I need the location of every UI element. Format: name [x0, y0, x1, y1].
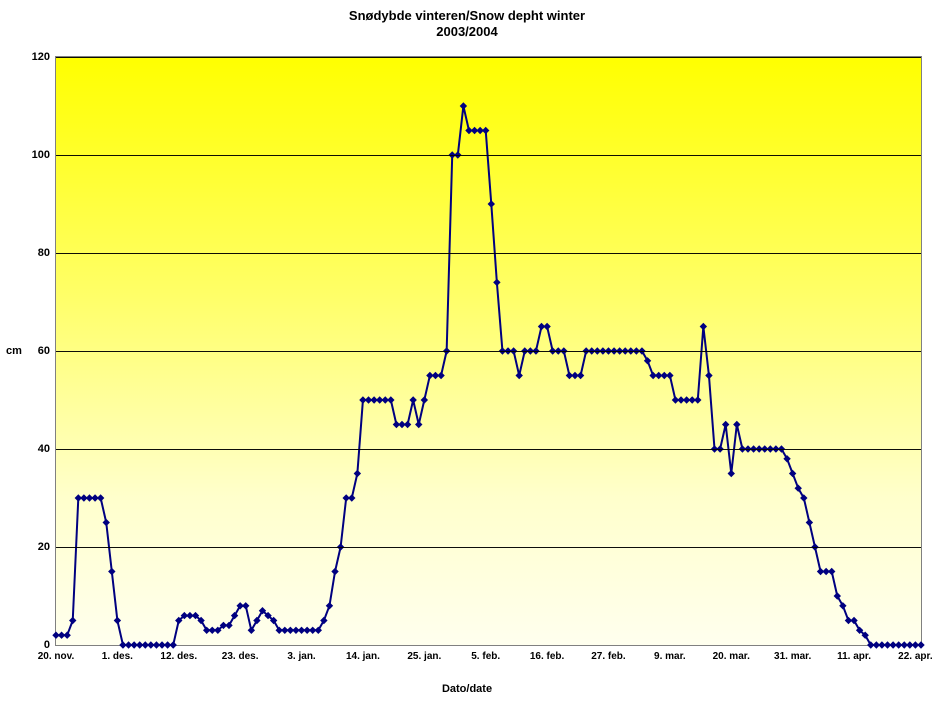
data-point: [421, 397, 427, 403]
x-tick-label: 3. jan.: [287, 645, 315, 662]
gridline: [56, 449, 921, 450]
x-tick-label: 23. des.: [222, 645, 259, 662]
data-point: [64, 632, 70, 638]
x-axis-label: Dato/date: [0, 683, 934, 695]
y-tick-label: 20: [38, 541, 56, 553]
data-point: [700, 324, 706, 330]
data-point: [734, 422, 740, 428]
data-point: [494, 279, 500, 285]
data-point: [416, 422, 422, 428]
x-tick-label: 25. jan.: [407, 645, 441, 662]
data-point: [410, 397, 416, 403]
title-line-2: 2003/2004: [436, 24, 497, 39]
series-line: [56, 106, 921, 645]
data-point: [114, 618, 120, 624]
data-point: [354, 471, 360, 477]
data-point: [790, 471, 796, 477]
y-tick-label: 120: [32, 51, 56, 63]
x-tick-label: 20. nov.: [38, 645, 75, 662]
x-tick-label: 27. feb.: [591, 645, 625, 662]
data-point: [544, 324, 550, 330]
gridline: [56, 155, 921, 156]
plot-area: 02040608010012020. nov.1. des.12. des.23…: [55, 56, 922, 646]
data-point: [578, 373, 584, 379]
data-point: [332, 569, 338, 575]
title-line-1: Snødybde vinteren/Snow depht winter: [349, 8, 585, 23]
data-point: [103, 520, 109, 526]
x-tick-label: 9. mar.: [654, 645, 686, 662]
snow-depth-chart: Snødybde vinteren/Snow depht winter 2003…: [0, 0, 934, 701]
gridline: [56, 351, 921, 352]
x-tick-label: 14. jan.: [346, 645, 380, 662]
data-point: [829, 569, 835, 575]
x-tick-label: 22. apr.: [898, 645, 932, 662]
data-point: [695, 397, 701, 403]
data-point: [405, 422, 411, 428]
x-tick-label: 16. feb.: [530, 645, 564, 662]
y-tick-label: 60: [38, 345, 56, 357]
y-tick-label: 40: [38, 443, 56, 455]
data-point: [728, 471, 734, 477]
x-tick-label: 20. mar.: [713, 645, 750, 662]
chart-title: Snødybde vinteren/Snow depht winter 2003…: [0, 8, 934, 41]
data-point: [516, 373, 522, 379]
gridline: [56, 253, 921, 254]
data-point: [109, 569, 115, 575]
data-point: [349, 495, 355, 501]
data-point: [806, 520, 812, 526]
y-tick-label: 80: [38, 247, 56, 259]
data-point: [438, 373, 444, 379]
data-point: [723, 422, 729, 428]
data-point: [326, 603, 332, 609]
x-tick-label: 31. mar.: [774, 645, 811, 662]
data-point: [243, 603, 249, 609]
x-tick-label: 11. apr.: [837, 645, 871, 662]
data-point: [388, 397, 394, 403]
data-point: [667, 373, 673, 379]
data-point: [488, 201, 494, 207]
data-point: [706, 373, 712, 379]
data-point: [70, 618, 76, 624]
data-point: [460, 103, 466, 109]
y-axis-label: cm: [6, 345, 22, 357]
y-tick-label: 100: [32, 149, 56, 161]
data-point: [98, 495, 104, 501]
x-tick-label: 12. des.: [160, 645, 197, 662]
x-tick-label: 5. feb.: [471, 645, 500, 662]
data-point: [483, 128, 489, 134]
gridline: [56, 547, 921, 548]
gridline: [56, 57, 921, 58]
x-tick-label: 1. des.: [102, 645, 133, 662]
